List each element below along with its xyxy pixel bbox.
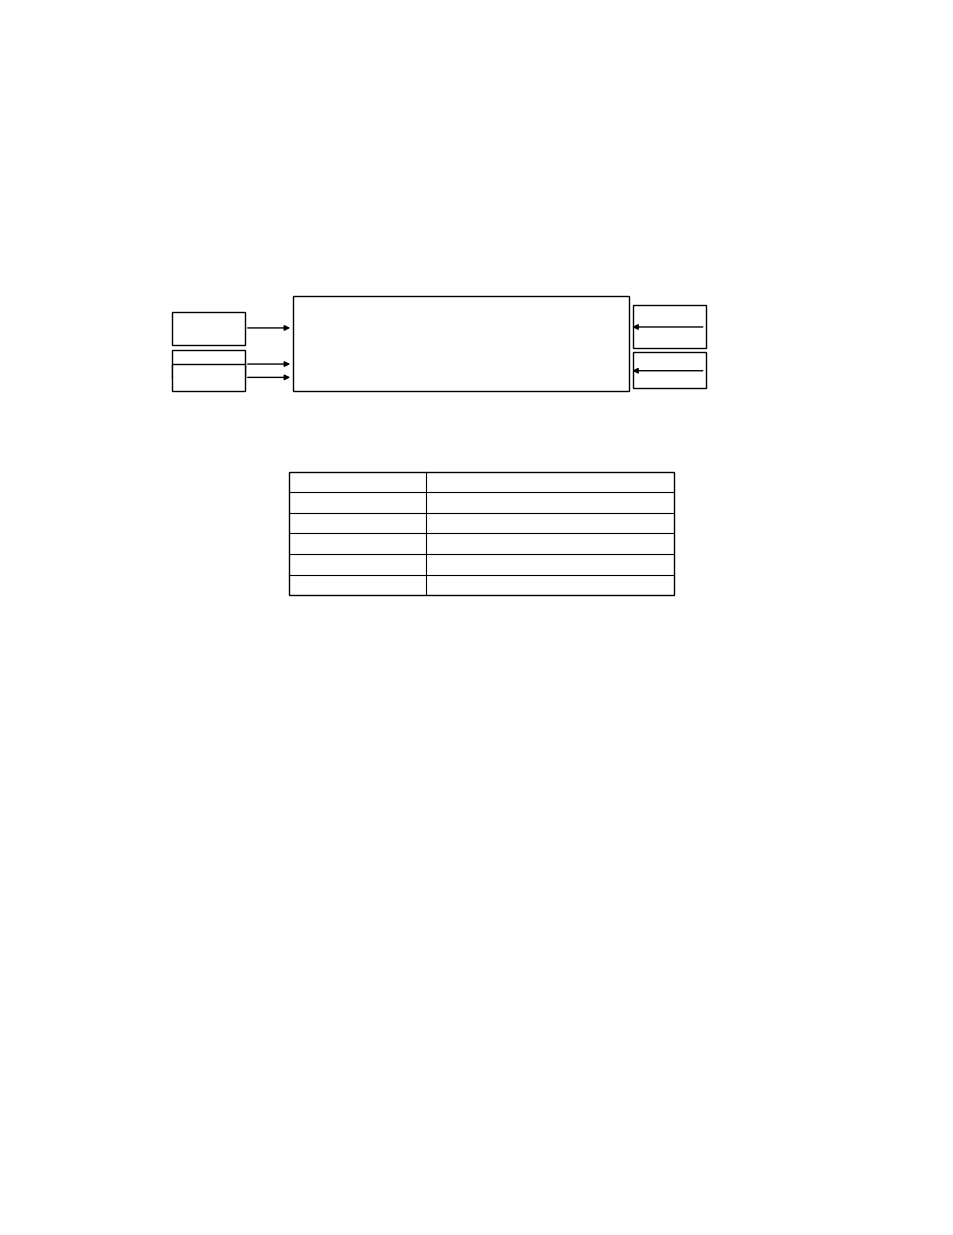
Bar	[633, 305, 705, 348]
Bar	[172, 311, 245, 345]
Bar	[172, 350, 245, 378]
Bar	[293, 295, 629, 390]
Bar	[289, 472, 673, 595]
Bar	[172, 364, 245, 390]
Bar	[633, 352, 705, 388]
